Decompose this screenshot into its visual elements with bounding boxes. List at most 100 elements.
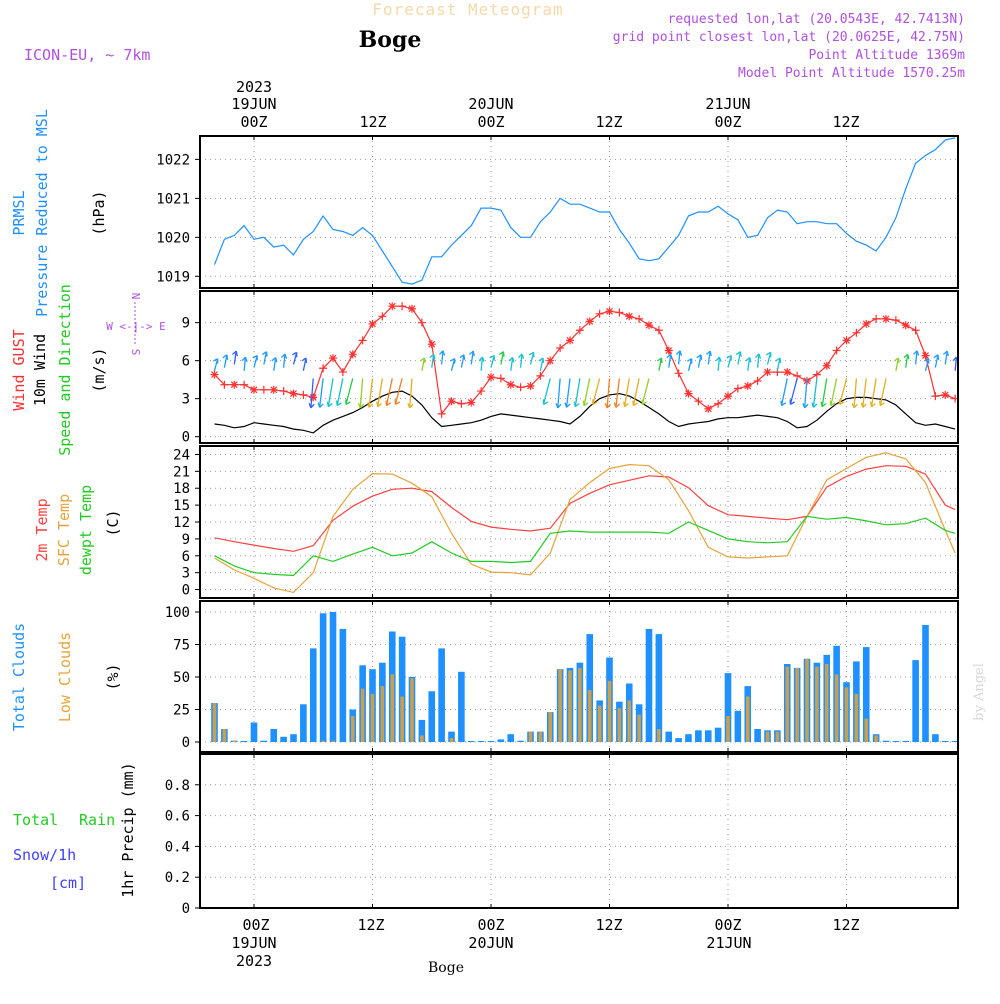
wind-arrow-head <box>538 357 545 364</box>
wind-arrow-head <box>745 356 752 363</box>
wind-arrow-head <box>478 356 485 363</box>
low-cloud-bar <box>420 735 424 742</box>
total-cloud-bar <box>240 741 248 742</box>
wind-arrow-head <box>632 400 638 407</box>
low-cloud-bar <box>785 666 790 742</box>
t2m-line <box>214 465 956 552</box>
wind-direction-arrow <box>905 354 909 368</box>
precip-ytick-label: 0.8 <box>165 778 190 794</box>
wind-direction-arrow <box>460 354 465 368</box>
precip-ytick-label: 0.2 <box>165 870 190 886</box>
wind-direction-arrow <box>747 357 751 371</box>
wind-arrow-head <box>933 354 940 360</box>
total-clouds-label: Total Clouds <box>10 623 28 731</box>
gust-marker <box>398 302 407 311</box>
low-cloud-bar <box>528 731 533 742</box>
panel-0-grid <box>200 136 958 288</box>
gust-marker <box>457 399 466 408</box>
wind-direction-arrow <box>510 357 514 371</box>
wind-arrow-head <box>726 354 732 361</box>
wind-arrow-head <box>913 350 920 356</box>
total-cloud-bar <box>329 612 337 742</box>
wind-direction-arrow <box>632 378 640 406</box>
pressure-ytick-label: 1020 <box>156 230 190 246</box>
bottom-time-axis: 00Z 19JUN 2023 12Z 00Z 20JUN 12Z 00Z 21J… <box>231 916 859 976</box>
wind-arrow-head <box>613 402 620 408</box>
wind-direction-arrow <box>623 378 630 407</box>
gust-marker <box>487 373 495 382</box>
low-cloud-bar <box>350 716 355 742</box>
wind-direction-arrow <box>789 378 798 405</box>
pressure-label-desc: Pressure Reduced to MSL <box>33 109 51 317</box>
wind-arrow-head <box>459 354 466 360</box>
total-cloud-bar <box>892 741 900 742</box>
bottom-tick-2: 00Z <box>477 916 504 934</box>
gust-marker <box>556 344 565 352</box>
wind-arrow-head <box>241 356 248 363</box>
wind-arrow-head <box>317 402 324 408</box>
total-cloud-bar <box>586 634 594 742</box>
total-label: Total <box>13 811 58 829</box>
footer-station: Boge <box>428 960 464 976</box>
gust-marker <box>674 369 683 378</box>
top-year: 2023 <box>236 78 272 96</box>
wind-direction-arrow <box>737 351 742 365</box>
gust-marker <box>664 346 673 355</box>
wind-direction-arrow <box>500 351 505 365</box>
low-cloud-bar <box>370 693 375 742</box>
total-cloud-bar <box>734 710 742 742</box>
wind-arrow-head <box>376 401 383 408</box>
wind-direction-arrow <box>421 357 426 371</box>
gust-marker <box>733 384 742 393</box>
gust-marker <box>427 340 436 349</box>
gust-marker <box>289 389 298 398</box>
top-tick-0: 00Z <box>240 113 267 131</box>
wind-direction-arrow <box>776 357 781 371</box>
total-cloud-bar <box>477 741 485 742</box>
total-cloud-bar <box>428 691 436 742</box>
wind-direction-arrow <box>243 357 247 371</box>
wind-direction-arrow <box>542 378 551 405</box>
low-cloud-bar <box>607 680 612 742</box>
gust-marker <box>684 389 693 398</box>
wind-arrow-head <box>923 358 930 364</box>
low-cloud-bar <box>558 669 562 742</box>
wind-direction-arrow <box>273 357 277 371</box>
wind-direction-arrow <box>336 378 344 406</box>
gust-marker <box>615 308 624 317</box>
wind-direction-arrow <box>606 378 611 408</box>
wind-arrow-head <box>419 357 426 364</box>
wind-direction-arrow <box>756 353 760 368</box>
wind-direction-arrow <box>574 378 581 407</box>
wind-arrow-head <box>449 358 456 364</box>
bottom-date-20jun: 20JUN <box>468 934 513 952</box>
low-cloud-bar <box>617 708 622 742</box>
gust-marker <box>763 368 772 377</box>
wind-labels: Wind GUST 10m Wind Speed and Direction (… <box>10 284 166 456</box>
gust-marker <box>625 312 634 321</box>
wind-arrow-head <box>780 400 787 407</box>
gust-marker <box>872 314 881 323</box>
temp-labels: 2m Temp SFC Temp dewpt Temp (C) <box>33 485 122 575</box>
pressure-line <box>213 137 956 285</box>
low-cloud-bar <box>627 700 632 742</box>
gust-marker <box>585 317 594 326</box>
pressure-label-prmsl: PRMSL <box>10 190 28 235</box>
wind-direction-arrow <box>480 357 484 371</box>
gust-marker <box>358 336 367 345</box>
wind-arrow-head <box>468 350 475 357</box>
pressure-unit: (hPa) <box>90 190 108 235</box>
low-cloud-bar <box>726 716 730 742</box>
low-cloud-bar <box>815 666 819 742</box>
wind-direction-arrow <box>302 357 307 371</box>
temp-ytick-label: 21 <box>173 464 190 480</box>
low-cloud-bar <box>232 740 237 742</box>
pressure-labels: PRMSL Pressure Reduced to MSL (hPa) <box>10 109 108 317</box>
wind-direction-arrow <box>233 351 237 365</box>
low-cloud-bar <box>864 718 869 742</box>
bottom-date-21jun: 21JUN <box>706 934 751 952</box>
low-cloud-bar <box>805 658 809 742</box>
low-cloud-bar <box>578 667 582 742</box>
wind-arrow-head <box>735 351 742 357</box>
gust-marker <box>338 368 347 377</box>
